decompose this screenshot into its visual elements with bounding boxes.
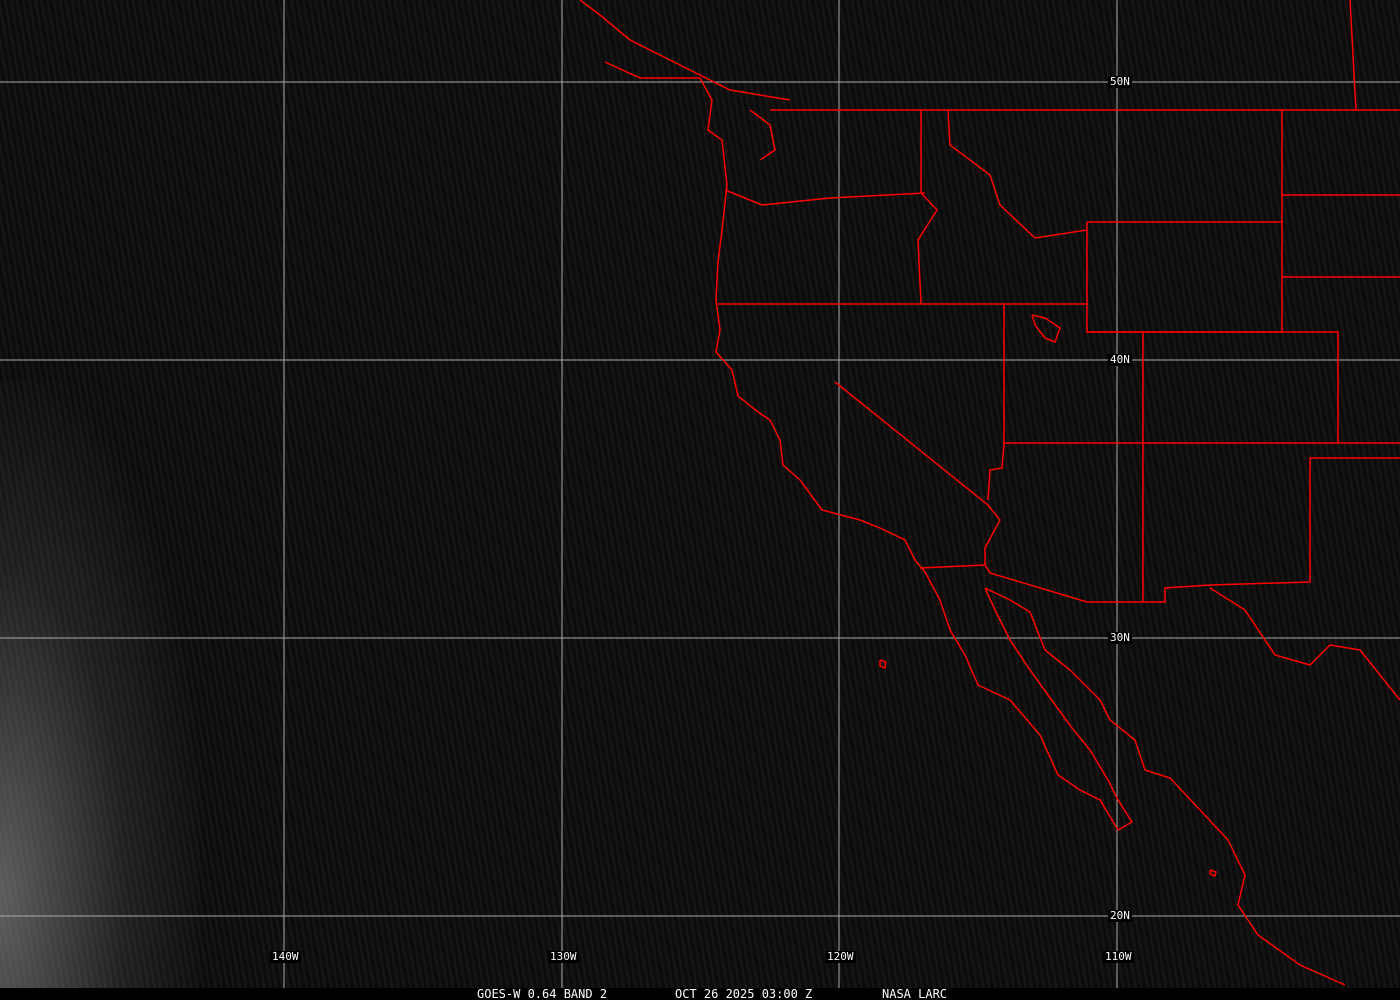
caption-source: NASA LARC	[882, 987, 948, 1000]
mexico-mainland-coast	[984, 587, 1346, 986]
image-caption: GOES-W 0.64 BAND 2 OCT 26 2025 03:00 Z N…	[0, 987, 1400, 1000]
caption-datetime: OCT 26 2025 03:00 Z	[675, 987, 813, 1000]
political-boundaries	[579, 0, 1400, 986]
utah-colorado-borders	[1087, 331, 1339, 443]
us-mexico-border	[919, 564, 1143, 603]
wa-or-border	[724, 189, 926, 206]
provincial-border	[1349, 0, 1357, 111]
ca-nv-border	[834, 381, 1001, 565]
pacific-coastline	[604, 61, 1134, 832]
lat-label-30n: 30N	[1108, 631, 1132, 644]
puget-sound	[749, 109, 776, 161]
idaho-montana-border	[947, 109, 1088, 239]
cloud-cover	[0, 380, 200, 990]
lon-label-130w: 130W	[548, 950, 579, 963]
caption-product: GOES-W 0.64 BAND 2	[477, 987, 608, 1000]
lon-label-110w: 110W	[1103, 950, 1134, 963]
lat-label-20n: 20N	[1108, 909, 1132, 922]
great-salt-lake	[1031, 314, 1061, 343]
lat-label-50n: 50N	[1108, 75, 1132, 88]
new-mexico-border	[1143, 457, 1400, 603]
texas-mexico-border	[1209, 587, 1400, 701]
island	[1209, 869, 1217, 878]
island	[879, 659, 887, 670]
lat-label-40n: 40N	[1108, 353, 1132, 366]
idaho-west-border	[917, 110, 938, 305]
lon-label-120w: 120W	[825, 950, 856, 963]
vancouver-island	[579, 0, 791, 101]
az-west-border	[987, 442, 1005, 501]
lon-label-140w: 140W	[270, 950, 301, 963]
wyoming-border	[1086, 221, 1283, 333]
